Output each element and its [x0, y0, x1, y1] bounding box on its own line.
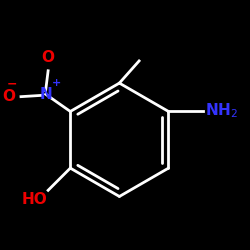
Text: NH$_2$: NH$_2$: [205, 101, 238, 119]
Text: +: +: [52, 78, 61, 88]
Text: HO: HO: [21, 192, 47, 206]
Text: O: O: [42, 50, 54, 64]
Text: O: O: [2, 89, 15, 104]
Text: N: N: [39, 87, 52, 102]
Text: −: −: [7, 78, 17, 90]
